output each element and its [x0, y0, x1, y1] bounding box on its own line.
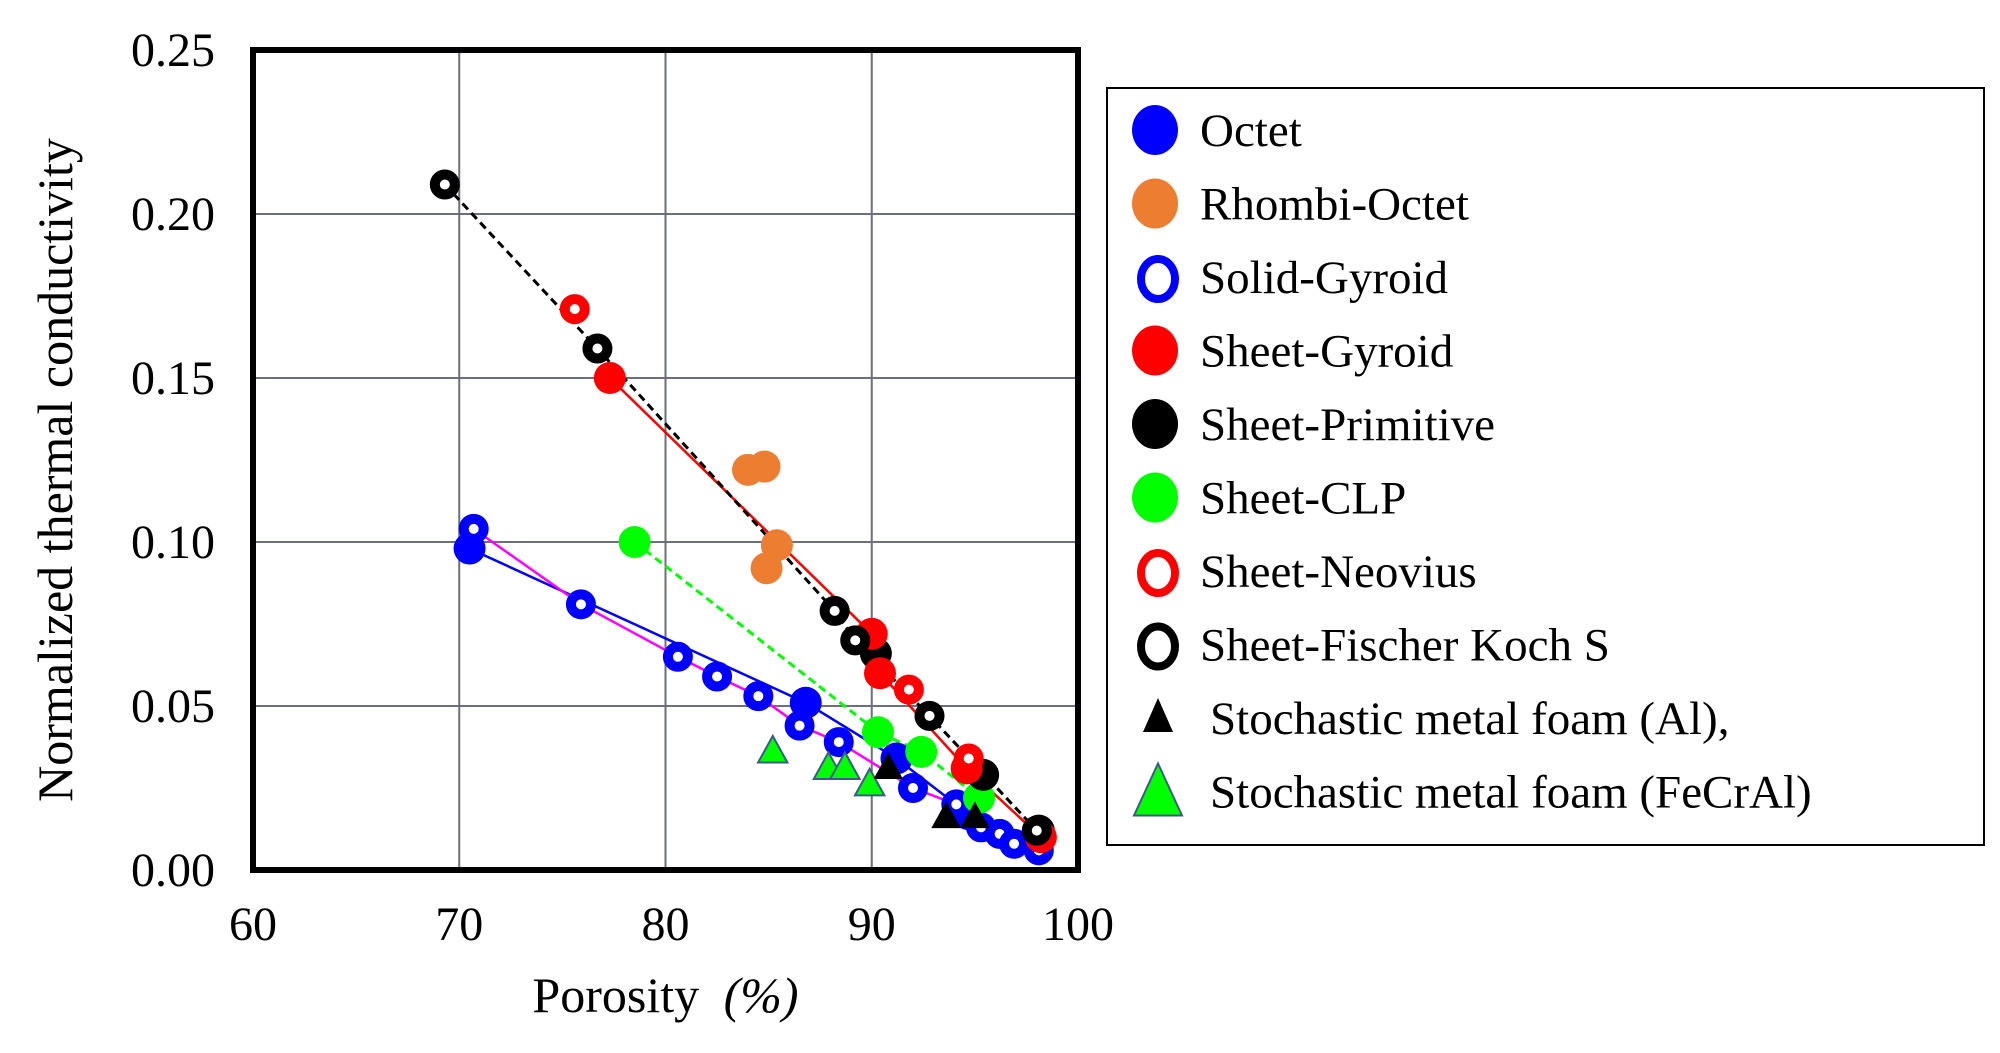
y-tick-label: 0.05: [131, 680, 215, 733]
data-point: [853, 766, 887, 797]
legend-item: Sheet-Primitive: [1132, 399, 1495, 451]
data-point: [702, 661, 733, 692]
y-tick-label: 0.00: [131, 844, 215, 897]
legend-marker: [1137, 622, 1179, 671]
legend-marker: [1132, 325, 1178, 376]
legend-item: Octet: [1132, 105, 1302, 157]
plot-frame: [250, 47, 1081, 873]
legend-label: Sheet-CLP: [1200, 473, 1406, 525]
series-line-sheet-clp: [633, 540, 980, 799]
legend-label: Rhombi-Octet: [1200, 179, 1469, 231]
x-tick-labels: 60 70 80 90 100: [229, 898, 1114, 951]
data-point: [873, 752, 903, 779]
data-point: [914, 700, 945, 731]
data-points: [429, 169, 1057, 866]
x-tick-label: 60: [229, 898, 277, 951]
legend-item: Rhombi-Octet: [1132, 178, 1469, 231]
series-solid-gyroid: [458, 513, 1054, 866]
y-axis-label: Normalized thermal conductivity: [27, 138, 83, 802]
legend-item: Solid-Gyroid: [1137, 252, 1448, 304]
legend-marker: [1132, 399, 1178, 449]
data-point: [864, 657, 896, 690]
data-point: [582, 333, 613, 364]
data-point: [819, 595, 850, 626]
legend-label: Sheet-Neovius: [1200, 546, 1477, 598]
data-point: [748, 450, 781, 483]
data-point: [953, 743, 984, 774]
series-rhombi-octet: [732, 450, 793, 585]
legend-marker: [1132, 472, 1178, 523]
y-tick-labels: 0.00 0.05 0.10 0.15 0.20 0.25: [131, 24, 215, 897]
y-tick-label: 0.25: [131, 24, 215, 77]
x-tick-label: 80: [642, 898, 690, 951]
data-point: [861, 716, 894, 749]
data-point: [999, 828, 1030, 859]
x-axis-label-unit: (%): [724, 967, 799, 1023]
legend-label: Stochastic metal foam (FeCrAl): [1210, 767, 1812, 819]
legend-marker: [1132, 761, 1184, 817]
series-sheet-fischer-koch-s: [429, 169, 1052, 846]
data-point: [789, 686, 822, 719]
data-point: [750, 552, 783, 585]
data-point: [893, 674, 924, 705]
y-tick-label: 0.10: [131, 516, 215, 569]
y-tick-label: 0.15: [131, 352, 215, 405]
legend-item: Sheet-CLP: [1132, 472, 1406, 525]
legend-marker: [1137, 255, 1179, 303]
grid-lines: [253, 50, 1078, 870]
data-point: [840, 625, 871, 656]
series-stochastic-metal-foam-fecral: [756, 733, 887, 797]
legend-item: Stochastic metal foam (FeCrAl): [1132, 761, 1812, 819]
legend-marker: [1132, 105, 1178, 155]
legend-item: Sheet-Neovius: [1137, 546, 1477, 598]
data-point: [662, 641, 693, 672]
legend-marker: [1137, 549, 1179, 597]
legend-label: Solid-Gyroid: [1200, 252, 1448, 304]
series-line-octet: [469, 547, 970, 816]
legend-label: Sheet-Fischer Koch S: [1200, 620, 1610, 672]
data-point: [960, 801, 990, 829]
data-point: [565, 589, 596, 620]
data-point: [823, 727, 854, 758]
x-tick-label: 70: [435, 898, 483, 951]
legend-label: Sheet-Primitive: [1200, 399, 1495, 451]
x-tick-label: 100: [1042, 898, 1114, 951]
data-point: [458, 513, 489, 544]
legend-box: [1106, 87, 1985, 846]
legend-item: Sheet-Gyroid: [1132, 325, 1453, 378]
legend-label: Sheet-Gyroid: [1200, 326, 1453, 378]
x-axis-label: Porosity (%): [532, 967, 798, 1023]
fit-lines: [443, 183, 1042, 852]
x-axis-label-text: Porosity: [532, 967, 699, 1023]
data-point: [618, 526, 651, 558]
legend-label: Octet: [1200, 105, 1302, 157]
data-point: [756, 733, 790, 764]
series-stochastic-metal-foam-al: [873, 752, 990, 829]
data-point: [429, 169, 460, 200]
data-point: [784, 710, 815, 741]
data-point: [931, 801, 961, 829]
data-point: [559, 294, 590, 325]
data-point: [743, 681, 774, 712]
legend-item: Stochastic metal foam (Al),: [1143, 693, 1729, 745]
series-sheet-neovius: [559, 294, 984, 774]
data-point: [828, 750, 862, 780]
legend-marker: [1132, 178, 1178, 229]
legend: Octet Rhombi-Octet Solid-Gyroid Sheet-Gyroi…: [1106, 87, 1985, 846]
y-tick-label: 0.20: [131, 188, 215, 241]
legend-item: Sheet-Fischer Koch S: [1137, 620, 1610, 672]
data-point: [898, 773, 928, 803]
data-point: [1021, 815, 1052, 846]
data-point: [593, 362, 626, 394]
x-tick-label: 90: [848, 898, 896, 951]
legend-marker: [1143, 698, 1173, 732]
legend-label: Stochastic metal foam (Al),: [1210, 693, 1729, 745]
data-point: [905, 735, 938, 768]
